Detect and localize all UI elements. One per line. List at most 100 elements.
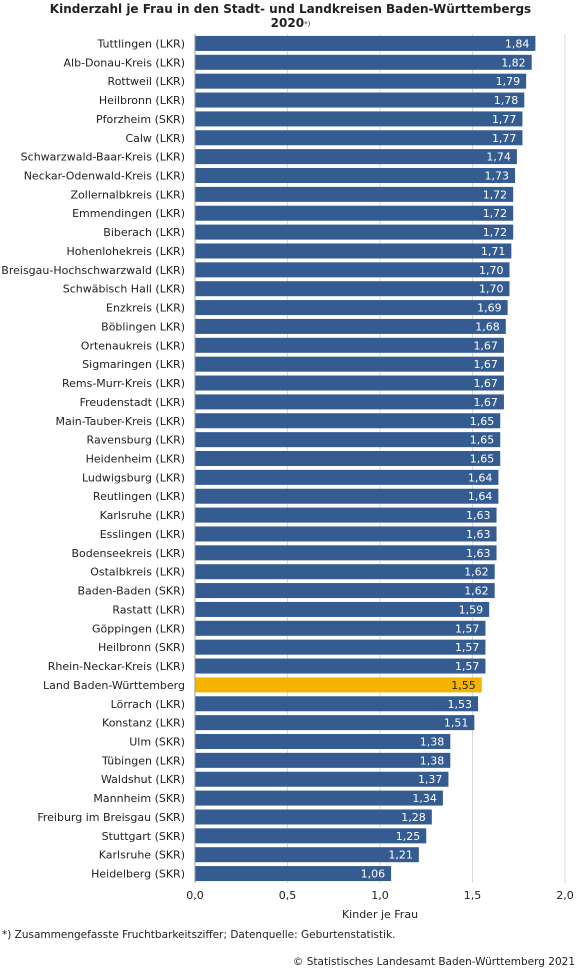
- category-label: Calw (LKR): [125, 132, 185, 145]
- value-label: 1,53: [448, 698, 473, 711]
- value-label: 1,28: [401, 811, 426, 824]
- value-label: 1,62: [464, 566, 489, 579]
- value-label: 1,63: [466, 547, 491, 560]
- value-label: 1,57: [455, 641, 480, 654]
- category-label: Rottweil (LKR): [108, 75, 185, 88]
- bar: [195, 300, 508, 316]
- category-label: Rhein-Neckar-Kreis (LKR): [48, 660, 185, 673]
- bar: [195, 451, 501, 466]
- bar: [195, 92, 525, 108]
- value-label: 1,51: [444, 717, 469, 730]
- category-label: Schwarzwald-Baar-Kreis (LKR): [21, 151, 185, 164]
- category-label: Schwäbisch Hall (LKR): [63, 283, 185, 296]
- category-label: Esslingen (LKR): [100, 528, 185, 541]
- chart-title-year: 2020: [270, 16, 305, 30]
- bar-highlight: [195, 677, 482, 693]
- category-label: Breisgau-Hochschwarzwald (LKR): [1, 264, 185, 277]
- bar: [195, 847, 419, 863]
- category-label: Göppingen (LKR): [92, 622, 185, 635]
- value-label: 1,38: [420, 736, 445, 749]
- category-label: Karlsruhe (SKR): [99, 849, 185, 862]
- bar: [195, 432, 501, 448]
- value-labels: 1,84 1,82 1,79 1,78 1,77 1,77 1,74 1,73 1,72 1,72…: [361, 37, 530, 880]
- bar: [195, 318, 506, 334]
- category-label: Freiburg im Breisgau (SKR): [37, 811, 185, 824]
- x-axis: 0,0 0,5 1,0 1,5 2,0: [186, 34, 574, 902]
- category-label: Heidelberg (SKR): [91, 868, 185, 881]
- category-label: Alb-Donau-Kreis (LKR): [64, 56, 186, 69]
- value-label: 1,77: [492, 132, 517, 145]
- value-label: 1,57: [455, 622, 480, 635]
- source-credit: © Statistisches Landesamt Baden-Württemb…: [292, 956, 575, 968]
- category-label: Biberach (LKR): [103, 226, 185, 239]
- bar: [195, 545, 497, 561]
- value-label: 1,63: [466, 528, 491, 541]
- value-label: 1,67: [473, 358, 498, 371]
- value-label: 1,70: [479, 283, 504, 296]
- bar: [195, 809, 432, 825]
- value-label: 1,72: [483, 188, 508, 201]
- category-label: Ravensburg (LKR): [87, 434, 185, 447]
- bar: [195, 73, 527, 89]
- bar: [195, 224, 514, 240]
- footnote: *) Zusammengefasste Fruchtbarkeitsziffer…: [2, 929, 396, 941]
- bar: [195, 375, 504, 391]
- bar: [195, 149, 517, 165]
- category-label: Tübingen (LKR): [101, 754, 185, 767]
- bars: [195, 35, 536, 882]
- chart-title-main: Kinderzahl je Frau in den Stadt- und Lan…: [49, 2, 532, 16]
- category-label: Böblingen LKR): [101, 320, 185, 333]
- bar: [195, 130, 523, 146]
- bar: [195, 564, 495, 580]
- value-label: 1,57: [455, 660, 480, 673]
- value-label: 1,73: [485, 170, 510, 183]
- category-label: Mannheim (SKR): [93, 792, 185, 805]
- value-label: 1,69: [477, 302, 502, 315]
- bar: [195, 866, 392, 882]
- bar: [195, 715, 475, 731]
- value-label: 1,77: [492, 113, 517, 126]
- category-label: Ludwigsburg (LKR): [82, 471, 185, 484]
- value-label: 1,72: [483, 226, 508, 239]
- value-label: 1,37: [418, 773, 443, 786]
- category-label: Konstanz (LKR): [102, 717, 185, 730]
- bar: [195, 356, 504, 372]
- bar-chart: Tuttlingen (LKR) Alb-Donau-Kreis (LKR) Rot…: [1, 34, 574, 921]
- category-label: Baden-Baden (SKR): [77, 585, 185, 598]
- bar: [195, 413, 501, 429]
- bar: [195, 639, 486, 655]
- x-tick-label: 2,0: [556, 889, 574, 902]
- value-label: 1,78: [494, 94, 519, 107]
- bar: [195, 790, 443, 806]
- bar: [195, 337, 504, 353]
- value-label: 1,72: [483, 207, 508, 220]
- bar: [195, 583, 495, 599]
- value-label: 1,70: [479, 264, 504, 277]
- category-label: Ostalbkreis (LKR): [90, 566, 185, 579]
- category-label: Emmendingen (LKR): [72, 207, 185, 220]
- category-labels: Tuttlingen (LKR) Alb-Donau-Kreis (LKR) Rot…: [1, 37, 185, 880]
- category-label: Main-Tauber-Kreis (LKR): [56, 415, 185, 428]
- value-label: 1,67: [473, 377, 498, 390]
- category-label: Ortenaukreis (LKR): [81, 339, 185, 352]
- x-axis-label: Kinder je Frau: [342, 908, 418, 921]
- value-label: 1,71: [481, 245, 506, 258]
- category-label: Zollernalbkreis (LKR): [71, 188, 186, 201]
- value-label: 1,68: [475, 320, 500, 333]
- category-label: Sigmaringen (LKR): [82, 358, 185, 371]
- x-tick-label: 1,5: [464, 889, 482, 902]
- bar: [195, 262, 510, 278]
- chart-title-marker: *): [304, 20, 311, 28]
- category-label: Lörrach (LKR): [111, 698, 185, 711]
- bar: [195, 281, 510, 297]
- category-label: Freudenstadt (LKR): [80, 396, 185, 409]
- category-label: Enzkreis (LKR): [106, 302, 185, 315]
- value-label: 1,67: [473, 396, 498, 409]
- value-label: 1,79: [496, 75, 521, 88]
- category-label: Hohenlohekreis (LKR): [66, 245, 185, 258]
- bar: [195, 54, 532, 70]
- category-label: Land Baden-Württemberg: [43, 679, 185, 692]
- category-label: Rastatt (LKR): [112, 603, 185, 616]
- value-label: 1,67: [473, 339, 498, 352]
- value-label: 1,84: [505, 37, 530, 50]
